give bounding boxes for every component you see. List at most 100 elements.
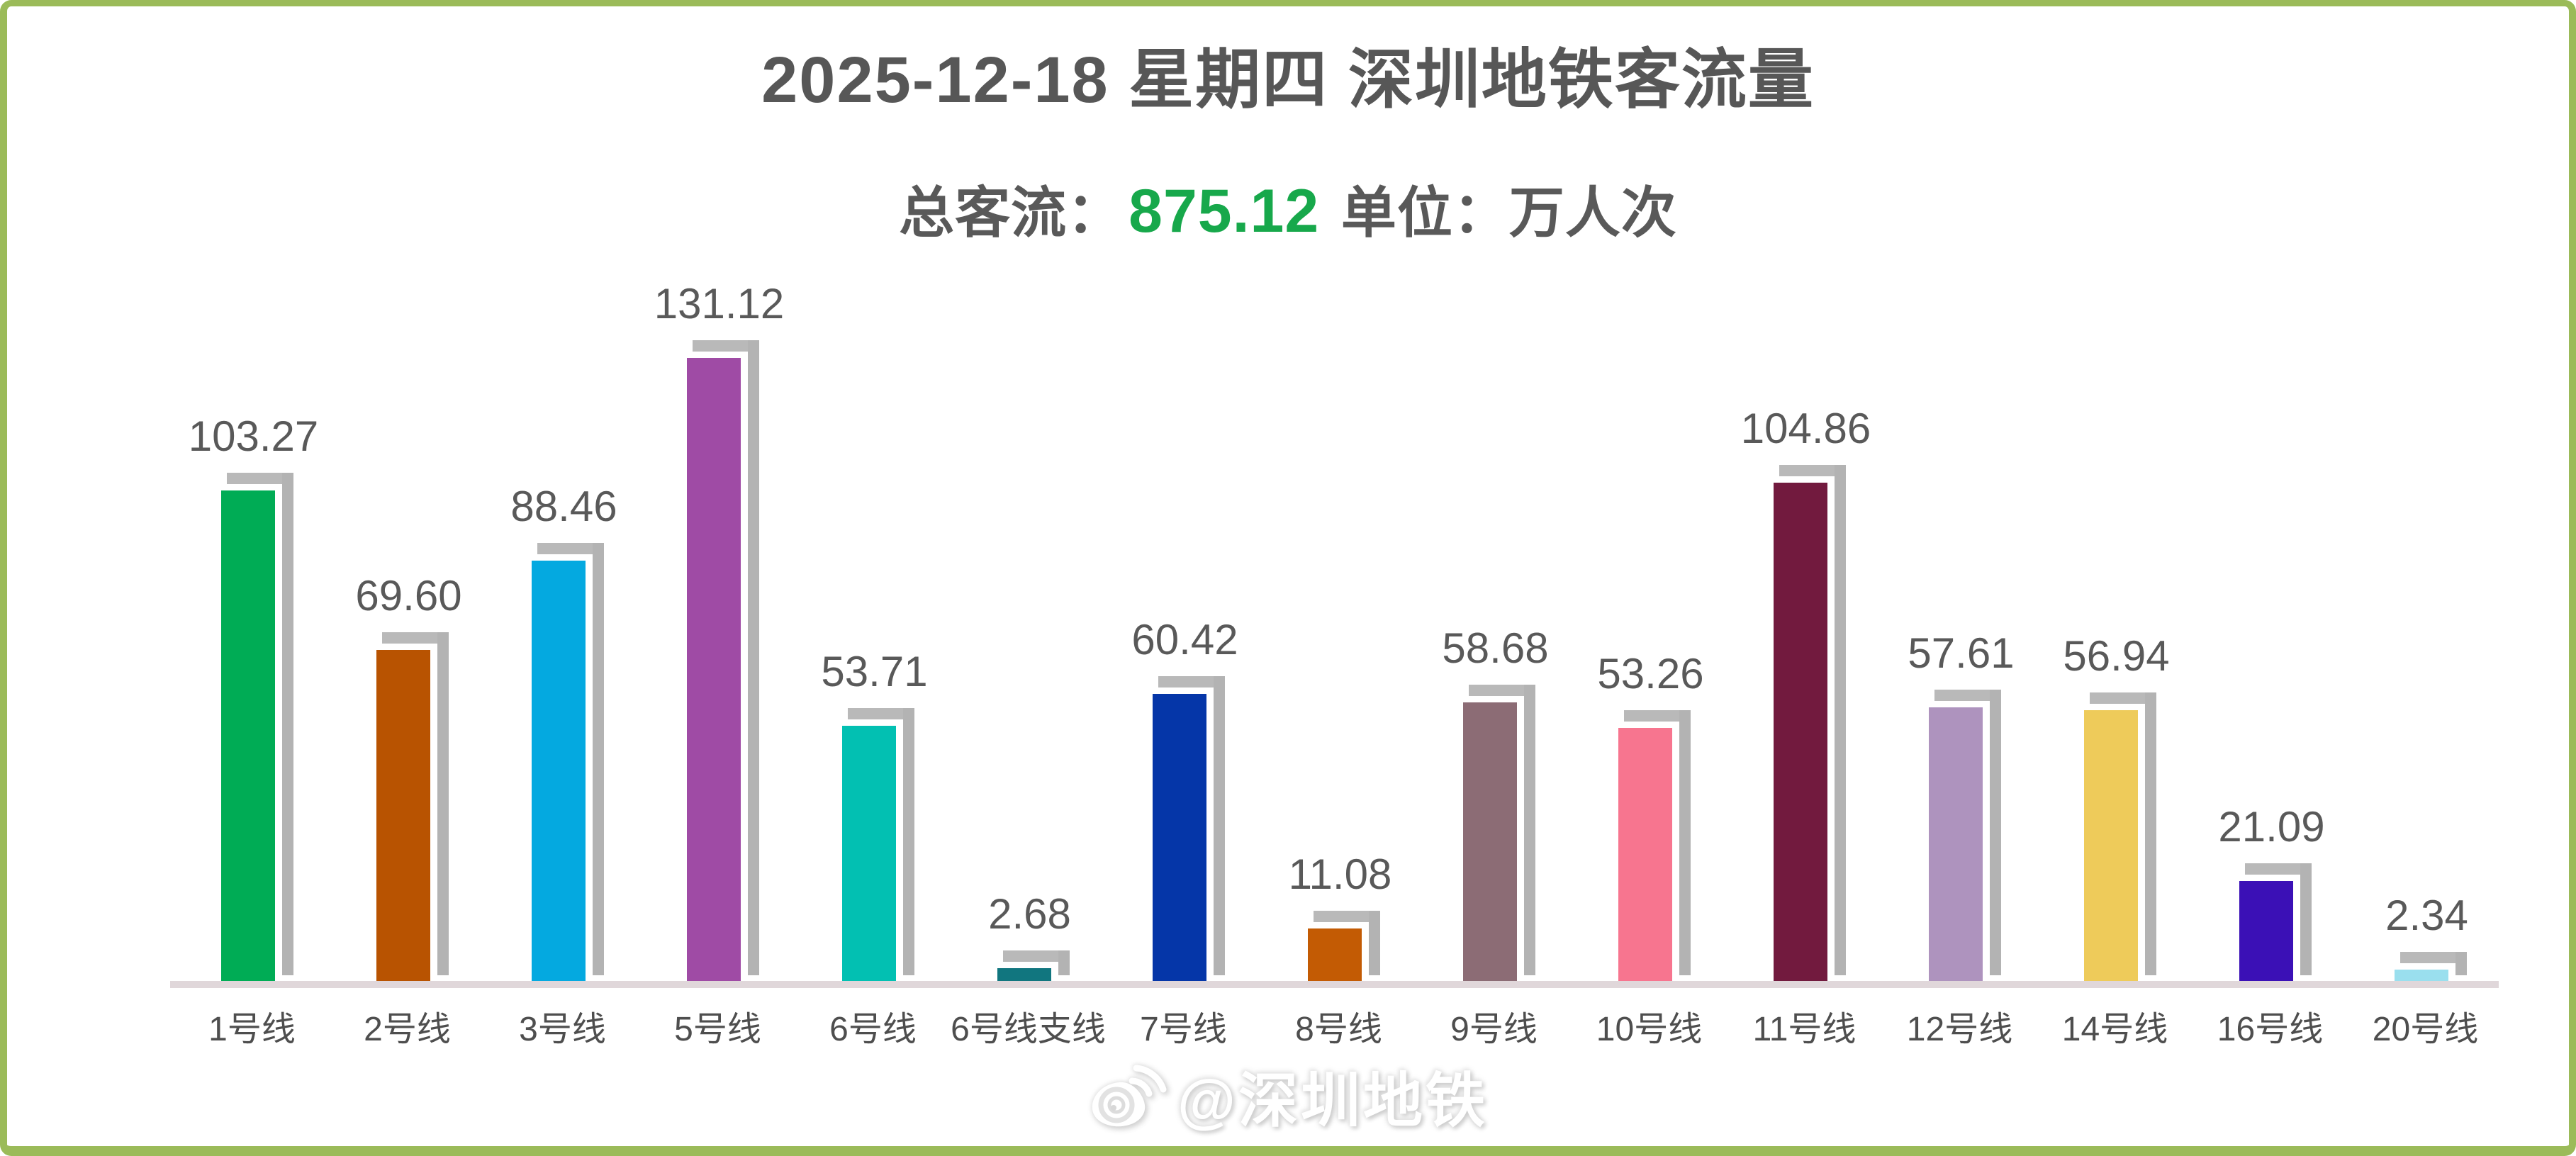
bar-shadow-right	[1058, 950, 1070, 975]
total-passenger-value: 875.12	[1129, 177, 1320, 245]
bar-shadow-right	[1989, 690, 2001, 975]
value-label: 53.71	[821, 648, 928, 695]
value-label: 104.86	[1740, 405, 1871, 452]
x-axis-label: 16号线	[2217, 1011, 2324, 1048]
bar-shadow-right	[1368, 911, 1380, 975]
value-label: 53.26	[1597, 650, 1704, 697]
x-axis-label: 12号线	[1906, 1011, 2013, 1048]
bar-column: 21.09	[2188, 0, 2343, 981]
value-label: 131.12	[654, 280, 785, 327]
subtitle-prefix: 总客流：	[899, 181, 1124, 244]
x-axis-label: 3号线	[519, 1011, 606, 1048]
bar	[1773, 483, 1827, 981]
bar-column: 2.68	[946, 0, 1102, 981]
bar-shadow-top	[1313, 911, 1380, 922]
bar-shadow-top	[1623, 710, 1691, 722]
bar-shadow-right	[437, 632, 449, 975]
bar	[531, 561, 586, 981]
bar	[1307, 928, 1362, 981]
bar-column: 69.60	[325, 0, 481, 981]
bar	[1152, 694, 1206, 981]
value-label: 2.68	[988, 890, 1071, 938]
value-label: 103.27	[188, 413, 319, 460]
subtitle-suffix: 单位：万人次	[1325, 181, 1677, 244]
x-axis-label: 1号线	[208, 1011, 296, 1048]
bar-shadow-top	[1158, 676, 1225, 688]
page-title: 2025-12-18 星期四 深圳地铁客流量	[761, 44, 1815, 116]
x-axis-label: 6号线支线	[951, 1011, 1106, 1048]
bar-shadow-top	[2399, 952, 2467, 963]
value-label: 57.61	[1908, 629, 2015, 677]
bar	[220, 490, 275, 981]
bar-shadow-top	[1002, 950, 1070, 962]
bar-chart: 103.27 69.60 88.46 131.12 53.71 2.68 60.42 11.0…	[170, 0, 2499, 981]
bar-shadow-top	[226, 473, 293, 484]
bar-shadow-right	[902, 708, 914, 975]
value-label: 2.34	[2385, 892, 2468, 939]
bar-shadow-top	[692, 340, 759, 352]
bar-shadow-right	[2300, 863, 2312, 975]
x-axis-label: 2号线	[364, 1011, 451, 1048]
x-axis-label: 10号线	[1596, 1011, 1703, 1048]
bar-column: 58.68	[1412, 0, 1567, 981]
bar	[2239, 881, 2293, 981]
value-label: 69.60	[355, 572, 462, 619]
bar	[376, 650, 430, 981]
bar-shadow-right	[1834, 465, 1846, 975]
bar-column: 53.26	[1567, 0, 1723, 981]
bar-shadow-right	[1679, 710, 1691, 975]
bar-column: 103.27	[170, 0, 325, 981]
bar-column: 60.42	[1102, 0, 1257, 981]
bar	[841, 726, 896, 981]
weibo-watermark: @深圳地铁	[0, 1053, 2576, 1139]
x-axis-label: 6号线	[829, 1011, 917, 1048]
bar-column: 11.08	[1257, 0, 1412, 981]
bar-shadow-right	[747, 340, 759, 975]
x-axis-labels: 1号线 2号线 3号线 5号线 6号线 6号线支线 7号线 8号线 9号线 10号线 11号线 12号…	[170, 1001, 2499, 1050]
value-label: 60.42	[1131, 616, 1238, 663]
value-label: 88.46	[510, 483, 617, 530]
bar-shadow-top	[1468, 685, 1535, 696]
value-label: 11.08	[1288, 851, 1392, 898]
bar-column: 88.46	[481, 0, 636, 981]
bar	[2394, 970, 2448, 981]
x-axis-label: 14号线	[2061, 1011, 2168, 1048]
bar	[686, 358, 741, 981]
x-axis-line	[170, 981, 2499, 988]
x-axis-label: 11号线	[1752, 1011, 1857, 1048]
bar-shadow-right	[1213, 676, 1225, 975]
bar-shadow-top	[1779, 465, 1846, 476]
bar	[2083, 710, 2138, 981]
weibo-icon	[1092, 1065, 1167, 1126]
bar-shadow-right	[592, 543, 604, 975]
bar-shadow-top	[847, 708, 914, 719]
bar	[997, 968, 1051, 981]
bar	[1462, 702, 1517, 981]
value-label: 56.94	[2063, 632, 2170, 680]
bar-shadow-right	[2455, 952, 2467, 975]
watermark-text: @深圳地铁	[1177, 1067, 1488, 1134]
x-axis-label: 20号线	[2372, 1011, 2479, 1048]
value-label: 58.68	[1442, 624, 1549, 672]
value-label: 21.09	[2218, 803, 2325, 851]
bar-column: 104.86	[1723, 0, 1878, 981]
bar	[1928, 707, 1983, 981]
bar-shadow-right	[2144, 692, 2156, 975]
bar-column: 56.94	[2033, 0, 2188, 981]
bar-column: 2.34	[2343, 0, 2499, 981]
bar-shadow-top	[1934, 690, 2001, 701]
bar-shadow-top	[381, 632, 449, 644]
subtitle: 总客流：875.12 单位：万人次	[0, 169, 2576, 248]
bar-shadow-right	[281, 473, 293, 975]
bar-column: 53.71	[791, 0, 946, 981]
x-axis-label: 9号线	[1450, 1011, 1538, 1048]
bar	[1618, 728, 1672, 981]
x-axis-label: 7号线	[1140, 1011, 1227, 1048]
x-axis-label: 5号线	[674, 1011, 761, 1048]
bar-shadow-right	[1523, 685, 1535, 975]
bar-shadow-top	[537, 543, 604, 554]
bar-shadow-top	[2089, 692, 2156, 704]
bar-column: 131.12	[636, 0, 791, 981]
x-axis-label: 8号线	[1295, 1011, 1382, 1048]
